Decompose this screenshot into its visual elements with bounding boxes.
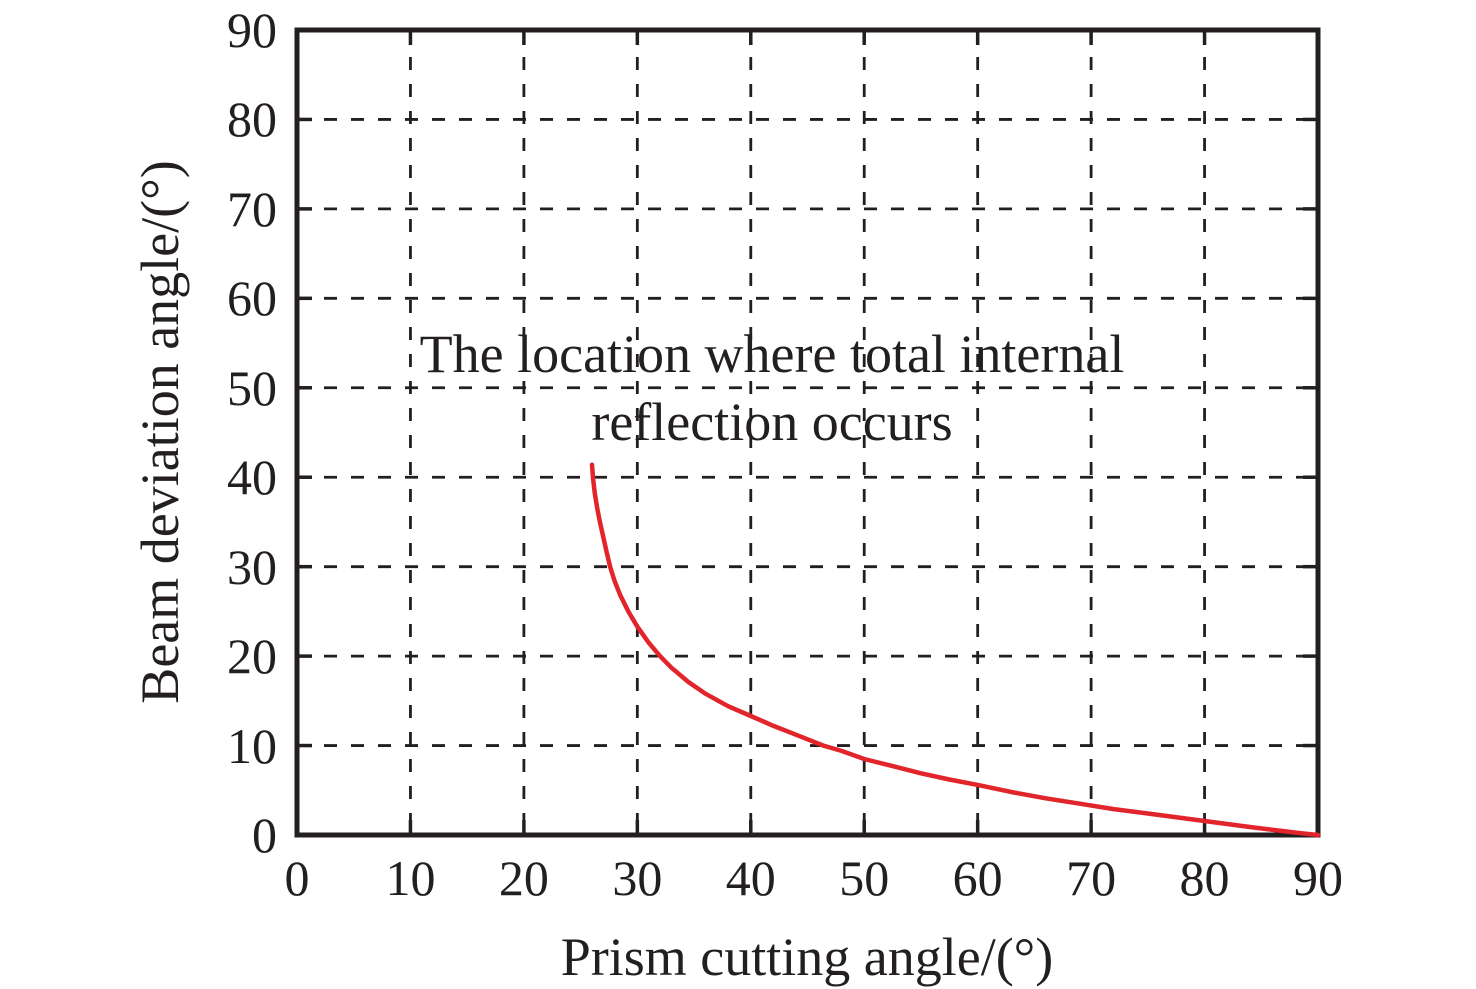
x-tick-label-50: 50 (839, 850, 890, 906)
y-tick-label-20: 20 (227, 628, 277, 685)
annotation-line-2: reflection occurs (591, 392, 953, 452)
x-tick-label-40: 40 (725, 850, 776, 906)
x-tick-label-60: 60 (952, 850, 1003, 906)
x-tick-label-20: 20 (498, 850, 549, 906)
y-tick-label-60: 60 (227, 270, 277, 327)
x-tick-label-10: 10 (385, 850, 436, 906)
x-axis-title: Prism cutting angle/(°) (560, 927, 1054, 987)
x-tick-label-90: 90 (1293, 850, 1343, 906)
y-tick-label-0: 0 (252, 807, 277, 863)
y-tick-label-30: 30 (227, 538, 277, 595)
beam-deviation-curve (589, 462, 1321, 838)
y-tick-label-40: 40 (227, 449, 277, 506)
x-tick-label-80: 80 (1179, 850, 1230, 906)
y-tick-label-90: 90 (227, 2, 277, 58)
annotation-line-1: The location where total internal (419, 324, 1125, 384)
y-tick-label-80: 80 (227, 91, 277, 148)
x-tick-label-0: 0 (284, 850, 310, 906)
gridlines (297, 30, 1318, 835)
x-tick-label-70: 70 (1066, 850, 1117, 906)
y-tick-label-70: 70 (227, 180, 277, 237)
x-tick-label-30: 30 (612, 850, 663, 906)
annotation-total-internal-reflection: The location where total internal reflec… (420, 320, 1125, 456)
plot-frame (294, 27, 1321, 838)
y-tick-label-10: 10 (227, 717, 277, 774)
y-axis-title: Beam deviation angle/(°) (130, 160, 190, 704)
y-tick-label-50: 50 (227, 359, 277, 416)
